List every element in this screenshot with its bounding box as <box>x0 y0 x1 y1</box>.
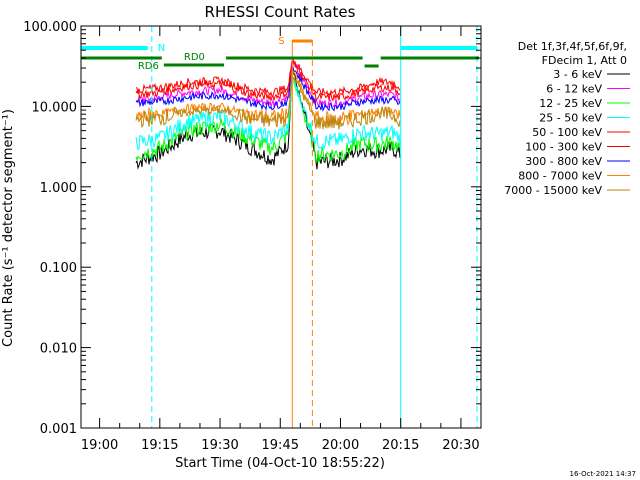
y-tick-label-1: 0.001 <box>40 422 77 437</box>
chart-title: RHESSI Count Rates <box>205 3 356 21</box>
x-tick-label-3: 19:30 <box>201 438 238 453</box>
legend-entry-label-9: 7000 - 15000 keV <box>504 184 602 197</box>
legend-entry-label-4: 25 - 50 keV <box>539 112 602 125</box>
legend-entry-label-8: 800 - 7000 keV <box>518 170 602 183</box>
series-line-6 <box>135 59 401 102</box>
series-line-2 <box>135 57 401 109</box>
series-line-5 <box>135 60 401 98</box>
y-tick-label-4: 1.000 <box>40 181 77 196</box>
legend-entry-label-5: 50 - 100 keV <box>532 126 602 139</box>
x-tick-label-6: 20:15 <box>382 438 419 453</box>
x-tick-label-1: 19:00 <box>81 438 118 453</box>
legend-entry-label-6: 100 - 300 keV <box>525 141 602 154</box>
series-line-9 <box>135 76 401 130</box>
x-tick-label-4: 19:45 <box>262 438 299 453</box>
y-tick-label-3: 0.100 <box>40 261 77 276</box>
legend-entry-label-1: 3 - 6 keV <box>553 68 602 81</box>
x-axis-label: Start Time (04-Oct-10 18:55:22) <box>175 456 385 471</box>
x-tick-label-7: 20:30 <box>442 438 479 453</box>
y-tick-label-5: 10.000 <box>32 100 78 115</box>
plot-frame <box>80 25 482 429</box>
attenuator-label-rd0: RD0 <box>184 52 205 63</box>
legend: Det 1f,3f,4f,5f,6f,9f,FDecim 1, Att 03 -… <box>504 40 630 197</box>
y-tick-label-2: 0.010 <box>40 342 77 357</box>
legend-entry-label-7: 300 - 800 keV <box>525 155 602 168</box>
generation-timestamp: 16-Oct-2021 14:37 <box>570 470 636 478</box>
axes: 0.001 0.010 0.100 1.000 10.000 100.000 19:00 19… <box>23 20 482 453</box>
saa-label: S <box>278 36 284 47</box>
series-line-7 <box>135 65 401 112</box>
legend-entry-label-3: 12 - 25 keV <box>539 97 602 110</box>
y-axis-label: Count Rate (s⁻¹ detector segment⁻¹) <box>1 109 16 347</box>
attenuator-label-rd6: RD6 <box>138 61 159 72</box>
x-tick-label-5: 20:00 <box>322 438 359 453</box>
y-tick-label-6: 100.000 <box>23 20 77 35</box>
plot-area: N S RD6 RD0 <box>80 26 479 428</box>
series-line-4 <box>135 79 401 151</box>
legend-header-line-2: FDecim 1, Att 0 <box>542 54 627 67</box>
night-label: N <box>158 43 165 54</box>
legend-entry-label-2: 6 - 12 keV <box>546 83 602 96</box>
legend-header-line-1: Det 1f,3f,4f,5f,6f,9f, <box>518 40 627 53</box>
x-tick-label-2: 19:15 <box>141 438 178 453</box>
